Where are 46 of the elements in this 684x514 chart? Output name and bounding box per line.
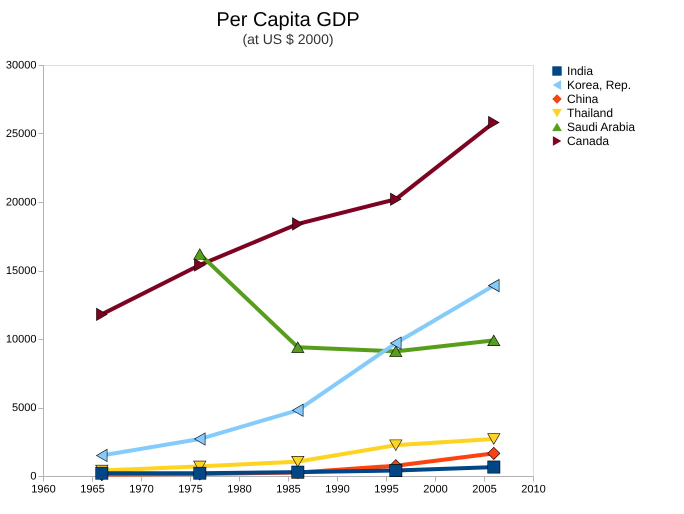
point (389, 464, 402, 477)
y-tick-label: 30000 (6, 60, 36, 72)
point (487, 460, 500, 474)
x-tick-label: 1975 (178, 484, 203, 496)
point (292, 217, 304, 230)
point (194, 432, 206, 446)
legend-label: Canada (567, 134, 610, 148)
point (194, 258, 206, 272)
point (389, 440, 402, 451)
y-tick-label: 20000 (6, 196, 36, 208)
x-tick-label: 1985 (276, 484, 301, 496)
x-tick-label: 1965 (80, 484, 105, 496)
point (193, 248, 206, 260)
x-tick-label: 1990 (325, 484, 350, 496)
point (96, 308, 108, 321)
point (390, 336, 402, 350)
point (291, 342, 304, 353)
point (291, 456, 304, 468)
point (488, 279, 500, 292)
y-tick-label: 15000 (6, 265, 36, 277)
point (487, 334, 500, 346)
x-tick-label: 1970 (129, 484, 154, 496)
y-tick-label: 10000 (6, 334, 36, 346)
x-tick-label: 2000 (423, 484, 448, 496)
point (487, 446, 500, 460)
legend-label: Thailand (567, 106, 614, 120)
point (292, 404, 304, 417)
chart-subtitle: (at US $ 2000) (242, 31, 334, 47)
y-tick-label: 0 (30, 470, 36, 482)
x-tick-label: 1960 (31, 484, 56, 496)
x-tick-label: 1995 (374, 484, 399, 496)
point (96, 449, 108, 462)
legend-label: India (567, 64, 594, 78)
point (390, 192, 402, 206)
point (488, 116, 500, 129)
y-tick-label: 5000 (12, 402, 36, 414)
point (389, 346, 402, 357)
x-tick-label: 2005 (472, 484, 497, 496)
legend-label: Saudi Arabia (567, 120, 636, 134)
x-tick-label: 2010 (521, 484, 546, 496)
x-tick-label: 1980 (227, 484, 252, 496)
point (487, 433, 500, 445)
legend-label: China (567, 92, 599, 106)
y-tick-label: 25000 (6, 128, 36, 140)
legend-label: Korea, Rep. (567, 78, 632, 92)
chart-title: Per Capita GDP (216, 9, 360, 31)
